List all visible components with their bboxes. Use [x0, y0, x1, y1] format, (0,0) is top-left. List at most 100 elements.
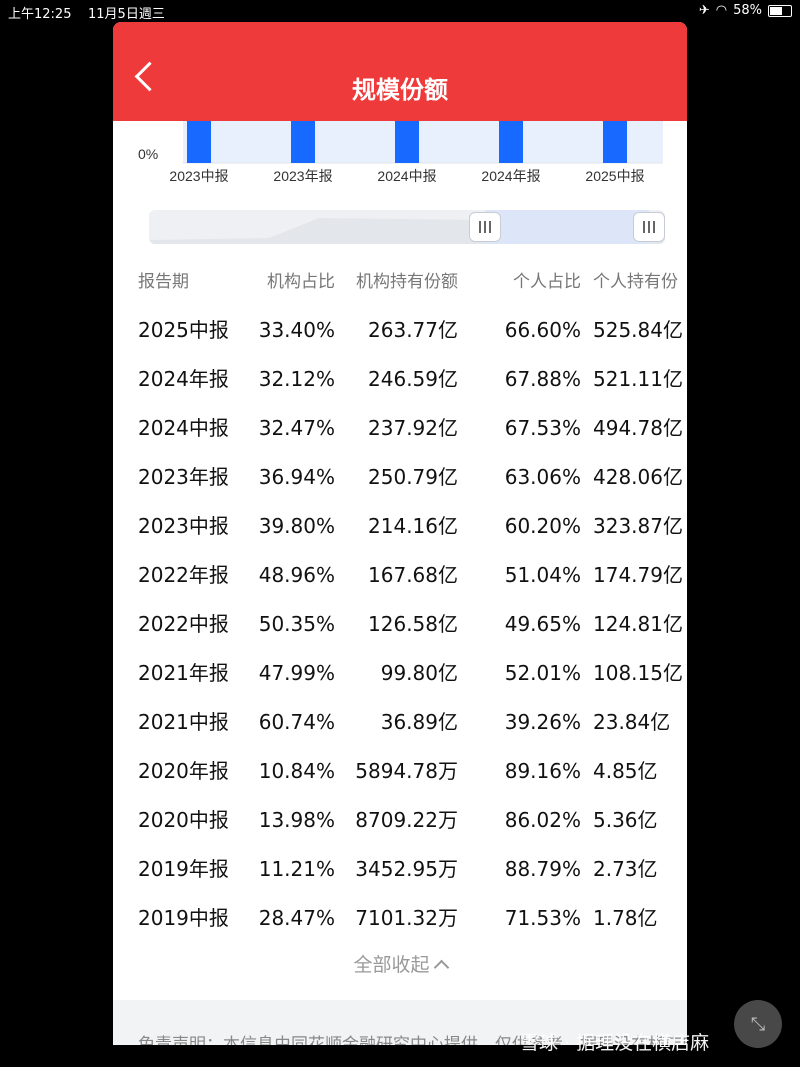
cell-inst-ratio: 11.21% — [258, 857, 335, 881]
cell-personal-ratio: 88.79% — [504, 857, 581, 881]
chevron-up-icon — [433, 959, 449, 976]
chart-x-tick-label: 2024中报 — [377, 168, 436, 184]
table-row: 2019年报 11.21% 3452.95万 88.79% 2.73亿 — [113, 845, 687, 894]
table-row: 2021年报 47.99% 99.80亿 52.01% 108.15亿 — [113, 649, 687, 698]
cell-period: 2021中报 — [138, 710, 229, 734]
cell-period: 2024年报 — [138, 367, 229, 391]
cell-period: 2024中报 — [138, 416, 229, 440]
cell-personal-share: 124.81亿 — [593, 612, 683, 636]
slider-selected-range — [485, 210, 649, 244]
col-header-personal-share: 个人持有份 — [593, 272, 678, 292]
col-header-personal-ratio: 个人占比 — [513, 272, 581, 292]
chart-bar — [187, 121, 211, 163]
cell-period: 2019中报 — [138, 906, 229, 930]
cell-personal-share: 428.06亿 — [593, 465, 683, 489]
disclaimer-text: 免责声明：本信息由同花顺金融研究中心提供，仅供参考，据理没在横店麻 — [138, 1035, 687, 1045]
cell-inst-ratio: 60.74% — [258, 710, 335, 734]
page-title: 规模份额 — [352, 76, 448, 104]
cell-inst-share: 8709.22万 — [355, 808, 458, 832]
airplane-icon: ✈ — [698, 3, 710, 18]
cell-period: 2023年报 — [138, 465, 229, 489]
collapse-all-button[interactable]: 全部收起 — [113, 950, 687, 977]
cell-inst-ratio: 13.98% — [258, 808, 335, 832]
table-row: 2023中报 39.80% 214.16亿 60.20% 323.87亿 — [113, 502, 687, 551]
cell-personal-share: 108.15亿 — [593, 661, 683, 685]
chart-band — [183, 121, 663, 163]
disclaimer-footer: 免责声明：本信息由同花顺金融研究中心提供，仅供参考，据理没在横店麻 — [113, 1000, 687, 1045]
table-row: 2025中报 33.40% 263.77亿 66.60% 525.84亿 — [113, 306, 687, 355]
table-row: 2022中报 50.35% 126.58亿 49.65% 124.81亿 — [113, 600, 687, 649]
battery-icon — [768, 4, 792, 17]
slider-left-handle[interactable] — [469, 212, 501, 242]
status-time: 上午12:25 — [8, 7, 72, 22]
cell-personal-ratio: 67.88% — [504, 367, 581, 391]
cell-inst-ratio: 36.94% — [258, 465, 335, 489]
cell-personal-share: 5.36亿 — [593, 808, 658, 832]
cell-period: 2025中报 — [138, 318, 229, 342]
cell-period: 2019年报 — [138, 857, 229, 881]
status-indicators: ✈ ◠ 58% — [699, 3, 792, 18]
status-time-date: 上午12:25 11月5日週三 — [8, 3, 165, 22]
cell-personal-share: 4.85亿 — [593, 759, 658, 783]
cell-inst-ratio: 39.80% — [258, 514, 335, 538]
wifi-icon: ◠ — [715, 3, 728, 18]
cell-personal-share: 525.84亿 — [593, 318, 683, 342]
cell-personal-ratio: 63.06% — [504, 465, 581, 489]
chart-y-label: 0% — [138, 146, 158, 162]
cell-personal-share: 494.78亿 — [593, 416, 683, 440]
resize-icon: ⤡ — [750, 1013, 766, 1035]
slider-right-handle[interactable] — [633, 212, 665, 242]
cell-inst-share: 167.68亿 — [368, 563, 458, 587]
cell-inst-ratio: 33.40% — [258, 318, 335, 342]
cell-personal-ratio: 67.53% — [504, 416, 581, 440]
cell-personal-ratio: 71.53% — [504, 906, 581, 930]
table-row: 2020年报 10.84% 5894.78万 89.16% 4.85亿 — [113, 747, 687, 796]
col-header-inst-ratio: 机构占比 — [267, 272, 335, 292]
cell-personal-ratio: 89.16% — [504, 759, 581, 783]
cell-inst-ratio: 10.84% — [258, 759, 335, 783]
col-header-period: 报告期 — [138, 272, 189, 292]
floating-button[interactable]: ⤡ — [734, 1000, 782, 1048]
chart-bar — [291, 121, 315, 163]
holdings-table: 报告期 机构占比 机构持有份额 个人占比 个人持有份 2025中报 33.40% 2… — [113, 258, 687, 943]
col-header-inst-share: 机构持有份额 — [356, 272, 458, 292]
table-row: 2023年报 36.94% 250.79亿 63.06% 428.06亿 — [113, 453, 687, 502]
table-row: 2024年报 32.12% 246.59亿 67.88% 521.11亿 — [113, 355, 687, 404]
cell-personal-share: 521.11亿 — [593, 367, 683, 391]
range-slider[interactable] — [149, 210, 665, 244]
chart-x-tick-label: 2024年报 — [481, 168, 540, 184]
collapse-label: 全部收起 — [353, 954, 430, 976]
cell-inst-share: 99.80亿 — [380, 661, 458, 685]
cell-personal-share: 2.73亿 — [593, 857, 658, 881]
cell-period: 2020中报 — [138, 808, 229, 832]
chart-x-tick-label: 2023年报 — [273, 168, 332, 184]
table-row: 2021中报 60.74% 36.89亿 39.26% 23.84亿 — [113, 698, 687, 747]
table-row: 2019中报 28.47% 7101.32万 71.53% 1.78亿 — [113, 894, 687, 943]
cell-inst-ratio: 32.12% — [258, 367, 335, 391]
chart-bar — [603, 121, 627, 163]
cell-personal-ratio: 51.04% — [504, 563, 581, 587]
table-header: 报告期 机构占比 机构持有份额 个人占比 个人持有份 — [113, 258, 687, 306]
cell-personal-ratio: 60.20% — [504, 514, 581, 538]
table-row: 2020中报 13.98% 8709.22万 86.02% 5.36亿 — [113, 796, 687, 845]
status-date: 11月5日週三 — [88, 7, 165, 22]
chart-bar — [395, 121, 419, 163]
cell-inst-ratio: 48.96% — [258, 563, 335, 587]
cell-inst-share: 246.59亿 — [368, 367, 458, 391]
cell-personal-ratio: 86.02% — [504, 808, 581, 832]
cell-personal-share: 174.79亿 — [593, 563, 683, 587]
cell-personal-ratio: 52.01% — [504, 661, 581, 685]
cell-inst-ratio: 50.35% — [258, 612, 335, 636]
cell-inst-share: 126.58亿 — [368, 612, 458, 636]
cell-personal-share: 1.78亿 — [593, 906, 658, 930]
cell-inst-share: 250.79亿 — [368, 465, 458, 489]
chart-x-tick-label: 2025中报 — [585, 168, 644, 184]
cell-period: 2021年报 — [138, 661, 229, 685]
cell-period: 2022年报 — [138, 563, 229, 587]
cell-personal-share: 323.87亿 — [593, 514, 683, 538]
cell-inst-share: 237.92亿 — [368, 416, 458, 440]
header-bar: 规模份额 — [113, 22, 687, 121]
cell-inst-share: 3452.95万 — [355, 857, 458, 881]
cell-personal-ratio: 49.65% — [504, 612, 581, 636]
cell-personal-ratio: 66.60% — [504, 318, 581, 342]
